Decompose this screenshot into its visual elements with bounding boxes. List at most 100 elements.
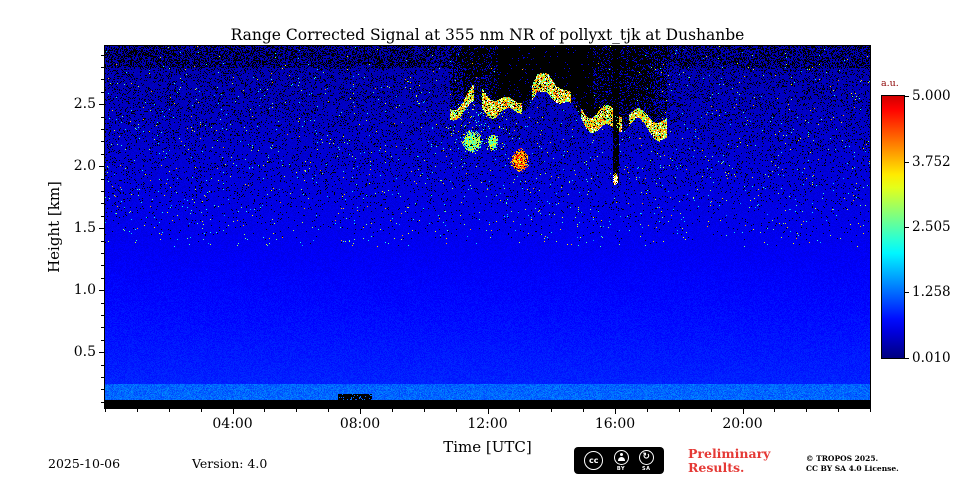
y-minor-tick [101, 215, 104, 217]
version-label: Version: 4.0 [192, 456, 268, 471]
x-minor-tick [136, 409, 138, 412]
colorbar-tick-mark [905, 358, 909, 359]
y-minor-tick [101, 116, 104, 118]
y-minor-tick [101, 339, 104, 341]
x-minor-tick [838, 409, 840, 412]
y-tick-mark [99, 166, 104, 168]
x-tick-label: 04:00 [212, 416, 253, 432]
y-minor-tick [101, 389, 104, 391]
x-tick-label: 16:00 [594, 416, 636, 432]
x-minor-tick [678, 409, 680, 412]
preliminary-line2: Results. [688, 460, 745, 475]
colorbar-tick-mark [905, 227, 909, 228]
y-minor-tick [101, 153, 104, 155]
copyright-line2: CC BY SA 4.0 License. [806, 463, 899, 473]
x-minor-tick [806, 409, 808, 412]
copyright-line1: © TROPOS 2025. [806, 454, 879, 463]
y-minor-tick [101, 203, 104, 205]
colorbar-tick-label: 0.010 [912, 350, 951, 366]
colorbar-tick-mark [905, 96, 909, 97]
colorbar-ticks: 5.000 3.752 2.505 1.258 0.010 [905, 88, 957, 366]
x-tick-label: 08:00 [339, 416, 381, 432]
y-minor-tick [101, 302, 104, 304]
plot-area [104, 45, 871, 409]
cc-logo-icon: cc [584, 451, 604, 470]
x-minor-tick [583, 409, 585, 412]
x-minor-tick [391, 409, 393, 412]
x-minor-tick [870, 409, 871, 412]
y-minor-tick [101, 364, 104, 366]
y-minor-tick [101, 141, 104, 143]
cc-sa-item: ↻ SA [638, 449, 654, 472]
y-minor-tick [101, 129, 104, 131]
y-minor-tick [101, 327, 104, 329]
cc-by-label: BY [616, 465, 626, 472]
y-tick-label: 1.0 [73, 282, 96, 299]
x-minor-tick [519, 409, 521, 412]
y-minor-tick [101, 178, 104, 180]
x-minor-tick [264, 409, 266, 412]
x-minor-tick [200, 409, 202, 412]
colorbar-gradient [881, 95, 905, 359]
y-tick-mark [99, 290, 104, 292]
x-minor-tick [455, 409, 457, 412]
colorbar-tick-label: 2.505 [912, 219, 951, 235]
x-axis-label: Time [UTC] [443, 438, 532, 456]
x-minor-tick [774, 409, 776, 412]
x-minor-tick [646, 409, 648, 412]
y-tick-mark [99, 352, 104, 354]
y-minor-tick [101, 265, 104, 267]
y-tick-label: 2.0 [73, 158, 96, 175]
x-tick-mark [232, 409, 234, 414]
x-minor-tick [105, 409, 106, 412]
colorbar-tick-label: 5.000 [912, 88, 951, 104]
colorbar-tick-label: 3.752 [912, 153, 951, 170]
cc-by-person-icon [613, 449, 629, 465]
y-minor-tick [101, 191, 104, 193]
y-tick-mark [99, 104, 104, 106]
y-tick-label: 2.5 [73, 96, 96, 113]
x-tick-label: 12:00 [467, 416, 508, 432]
colorbar-unit-label: a.u. [881, 78, 899, 89]
colorbar-tick-mark [905, 292, 909, 294]
x-axis-ticks: 04:00 08:00 12:00 16:00 20:00 [105, 409, 871, 443]
y-axis-ticks: 0.5 1.0 1.5 2.0 2.5 [74, 46, 104, 408]
y-minor-tick [101, 315, 104, 317]
y-minor-tick [101, 253, 104, 255]
x-tick-mark [360, 409, 361, 414]
y-minor-tick [101, 91, 104, 93]
x-tick-mark [615, 409, 616, 414]
x-minor-tick [296, 409, 298, 412]
y-minor-tick [101, 401, 104, 403]
x-minor-tick [328, 409, 330, 412]
y-minor-tick [101, 54, 104, 56]
cc-license-badge[interactable]: cc BY ↻ SA [574, 447, 664, 474]
cc-sa-arrow-icon: ↻ [638, 449, 654, 465]
y-minor-tick [101, 377, 104, 378]
preliminary-results-note: Preliminary Results. [688, 447, 770, 475]
chart-title: Range Corrected Signal at 355 nm NR of p… [230, 26, 745, 44]
x-minor-tick [168, 409, 170, 412]
colorbar-tick-mark [905, 161, 909, 163]
x-minor-tick [551, 409, 553, 412]
cc-by-item: BY [613, 449, 629, 472]
x-tick-mark [487, 409, 489, 414]
y-tick-label: 0.5 [73, 344, 96, 361]
cc-logo-text: cc [589, 456, 599, 465]
x-tick-mark [742, 409, 744, 414]
y-minor-tick [101, 240, 104, 242]
cc-sa-label: SA [642, 465, 651, 472]
y-tick-mark [99, 228, 104, 230]
x-minor-tick [710, 409, 712, 412]
measurement-date: 2025-10-06 [48, 456, 121, 471]
y-minor-tick [101, 277, 104, 279]
y-minor-tick [101, 79, 104, 81]
preliminary-line1: Preliminary [688, 446, 771, 461]
y-axis-label: Height [km] [45, 181, 63, 273]
copyright-note: © TROPOS 2025. CC BY SA 4.0 License. [806, 454, 899, 473]
colorbar-tick-label: 1.258 [912, 284, 951, 301]
heatmap-canvas [105, 46, 870, 408]
y-minor-tick [101, 67, 104, 69]
x-minor-tick [423, 409, 425, 412]
